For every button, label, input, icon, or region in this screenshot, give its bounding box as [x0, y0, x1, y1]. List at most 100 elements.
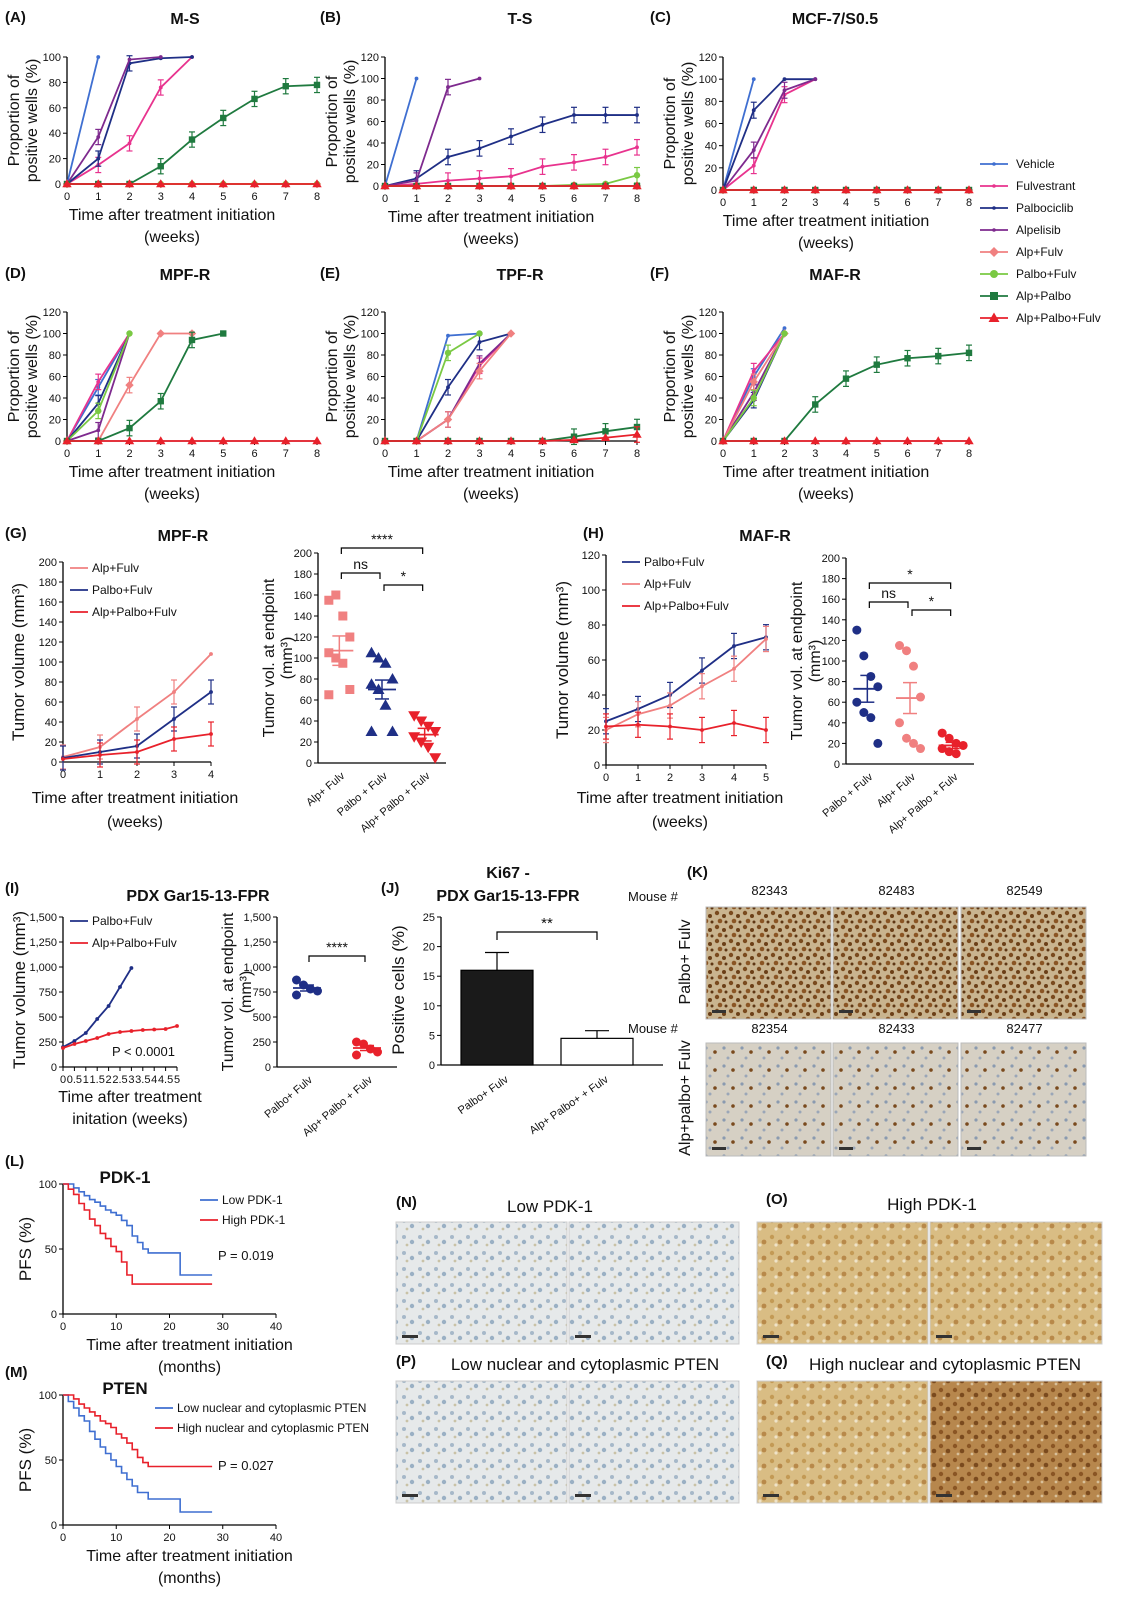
micrograph: [756, 1380, 929, 1504]
x-axis-label: Time after treatment initiation: [388, 464, 595, 481]
data-point: [62, 436, 72, 445]
data-point: [352, 1037, 361, 1047]
data-point: [989, 247, 999, 257]
x-tick-label: 5: [874, 448, 880, 460]
y-tick-label: 140: [39, 617, 57, 629]
panel-title: Low nuclear and cytoplasmic PTEN: [451, 1355, 719, 1374]
data-point: [209, 690, 213, 694]
data-point: [338, 611, 348, 621]
data-point: [866, 671, 876, 681]
panel-label: (J): [381, 880, 399, 897]
data-point: [751, 369, 756, 374]
data-point: [810, 185, 820, 194]
y-axis-label: Proportion of: [6, 330, 23, 422]
data-point: [951, 749, 961, 759]
series-line: [605, 636, 767, 723]
data-point: [895, 641, 904, 651]
data-point: [72, 1039, 77, 1043]
data-point: [988, 312, 1000, 322]
data-point: [540, 164, 545, 169]
data-point: [446, 178, 450, 183]
data-point: [331, 653, 341, 663]
chart-title: M-S: [170, 11, 200, 28]
y-tick-label: 20: [705, 415, 717, 427]
legend-item: Alp+Palbo+Fulv: [70, 605, 177, 619]
data-point: [96, 428, 101, 433]
data-point: [158, 85, 163, 90]
data-point: [866, 713, 876, 723]
x-tick-label: 7: [283, 448, 289, 460]
legend-item: High PDK-1: [200, 1213, 286, 1227]
data-point: [474, 436, 485, 445]
x-axis-label: Time after treatment initiation: [69, 207, 276, 224]
micrograph: [960, 1042, 1087, 1157]
y-tick-label: 100: [39, 657, 57, 669]
series-High nuclear and cytoplasmic PTEN: [63, 1394, 213, 1468]
y-axis-label: Proportion of: [662, 77, 679, 169]
x-tick-label: 4: [189, 448, 195, 460]
chart-title: Ki67 -: [486, 865, 530, 882]
data-point: [749, 185, 759, 194]
chart-title: PTEN: [102, 1379, 147, 1398]
data-point: [852, 625, 862, 635]
series-line: [605, 722, 767, 731]
data-point: [429, 727, 442, 738]
data-point: [600, 433, 611, 441]
x-tick-label: 1: [413, 193, 419, 205]
x-tick-label: 7: [602, 448, 608, 460]
y-tick-label: 120: [582, 550, 600, 562]
data-point: [782, 326, 787, 331]
y-tick-label: 80: [705, 350, 717, 362]
series-line: [605, 638, 767, 731]
chart-title: PDK-1: [99, 1168, 150, 1187]
chart-title: MCF-7/S0.5: [792, 11, 878, 28]
data-point: [718, 185, 728, 194]
data-point: [380, 181, 390, 190]
legend-label: Alp+Palbo: [1016, 289, 1071, 303]
x-tick-label: 0: [720, 448, 726, 460]
y-tick-label: 5: [429, 1030, 435, 1042]
x-axis-label: Time after treatment initiation: [86, 1337, 293, 1354]
y-tick-label: 120: [699, 307, 717, 319]
data-point: [810, 436, 820, 445]
x-tick-label: 0.5: [67, 1074, 82, 1086]
significance-bracket: [383, 584, 424, 591]
x-tick-label: 2: [781, 197, 787, 209]
data-point: [411, 181, 422, 190]
y-tick-label: 40: [705, 141, 717, 153]
series-line: [722, 78, 816, 191]
y-tick-label: 160: [294, 590, 312, 602]
data-point: [812, 401, 819, 408]
y-tick-label: 0: [711, 185, 717, 197]
series-Alp+Palbo+Fulv: [62, 179, 322, 188]
y-tick-label: 160: [39, 597, 57, 609]
data-point: [411, 436, 422, 445]
data-point: [873, 682, 883, 692]
panel-label: (Q): [766, 1353, 788, 1370]
data-point: [506, 329, 516, 338]
y-tick-label: 15: [423, 971, 435, 983]
data-point: [175, 1024, 179, 1028]
y-tick-label: 0: [373, 436, 379, 448]
y-axis-label: (mm³): [807, 640, 824, 683]
legend-item: Alp+Palbo+Fulv: [70, 936, 177, 950]
legend-label: Fulvestrant: [1016, 179, 1076, 193]
y-axis-label: positive wells (%): [680, 315, 697, 439]
chart-D: 0 20 40 60 80 100 120 0 1 2 3 4 5 6 7 8: [43, 307, 322, 460]
data-point: [572, 113, 576, 117]
x-tick-label: 3: [158, 191, 164, 203]
x-tick-label: Alp+ Palbo+ + Fulv: [527, 1073, 611, 1137]
series-line: [63, 1394, 213, 1468]
data-point: [944, 747, 954, 757]
y-tick-label: 100: [361, 74, 379, 86]
data-point: [282, 83, 289, 90]
data-point: [537, 181, 548, 190]
data-point: [506, 436, 516, 445]
significance-label: ns: [881, 585, 896, 601]
y-tick-label: 120: [361, 307, 379, 319]
series-Alpelisib: [65, 55, 163, 186]
data-point: [95, 1036, 100, 1040]
y-axis-label: Tumor volume (mm³): [10, 911, 29, 1069]
y-axis-label: positive wells (%): [342, 60, 359, 184]
series-line: [63, 1183, 213, 1285]
